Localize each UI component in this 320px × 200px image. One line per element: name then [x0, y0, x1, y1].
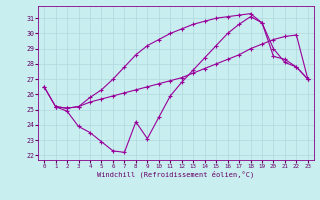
- X-axis label: Windchill (Refroidissement éolien,°C): Windchill (Refroidissement éolien,°C): [97, 171, 255, 178]
